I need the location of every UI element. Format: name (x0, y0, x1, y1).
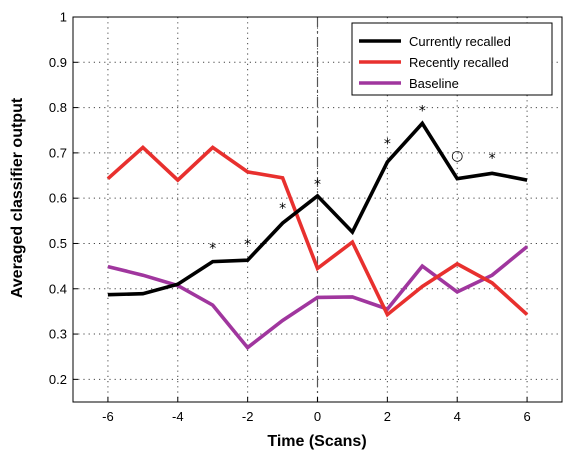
legend-label: Currently recalled (409, 34, 511, 49)
y-tick-label: 0.8 (49, 100, 67, 115)
series-lines (106, 120, 529, 351)
x-tick-label: 0 (314, 409, 321, 424)
significance-asterisk: * (209, 241, 216, 257)
x-tick-label: -2 (242, 409, 254, 424)
legend: Currently recalled Recently recalled Basel… (351, 22, 553, 96)
y-tick-label: 0.5 (49, 236, 67, 251)
y-tick-label: 0.4 (49, 281, 67, 296)
x-tick-label: 6 (523, 409, 530, 424)
x-tick-label: -4 (172, 409, 184, 424)
x-axis-title: Time (Scans) (267, 433, 366, 450)
significance-circle: ○ (451, 148, 463, 164)
y-tick-label: 1 (60, 10, 67, 25)
x-tick-label: 4 (454, 409, 461, 424)
x-axis-ticks: -6 -4 -2 0 2 4 6 (102, 397, 531, 424)
significance-asterisk: * (419, 104, 426, 120)
significance-asterisk: * (244, 237, 251, 253)
significance-asterisk: * (384, 137, 391, 153)
x-tick-label: 2 (384, 409, 391, 424)
series-line-currently-recalled (107, 120, 528, 297)
y-tick-label: 0.7 (49, 145, 67, 160)
significance-markers: * * * * * * ○ * (209, 104, 495, 257)
y-tick-label: 0.2 (49, 372, 67, 387)
series-line-recently-recalled (106, 144, 529, 318)
legend-label: Recently recalled (409, 55, 509, 70)
significance-asterisk: * (314, 177, 321, 193)
legend-label: Baseline (409, 76, 459, 91)
y-tick-label: 0.9 (49, 55, 67, 70)
y-tick-label: 0.6 (49, 191, 67, 206)
y-axis-title: Averaged classifier output (9, 97, 26, 298)
y-tick-label: 0.3 (49, 327, 67, 342)
x-tick-label: -6 (102, 409, 114, 424)
y-axis-ticks: 0.2 0.3 0.4 0.5 0.6 0.7 0.8 0.9 1 (49, 10, 78, 387)
significance-asterisk: * (489, 151, 496, 167)
significance-asterisk: * (279, 201, 286, 217)
